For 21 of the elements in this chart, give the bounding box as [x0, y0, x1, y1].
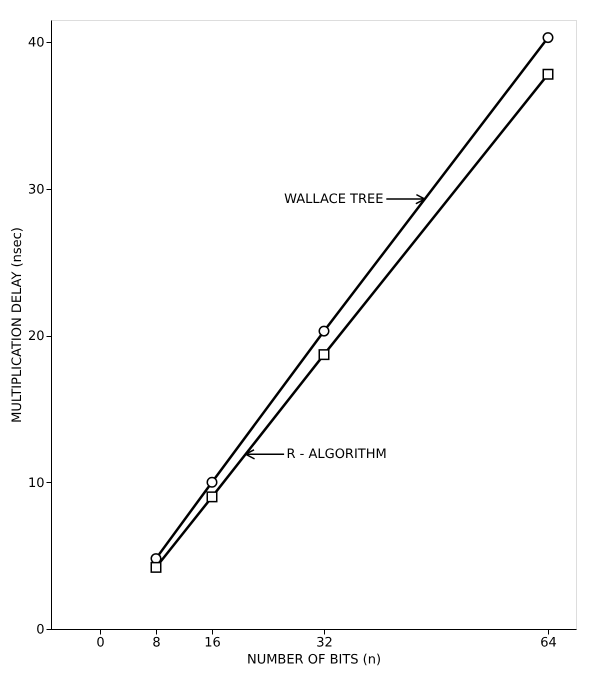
y-tick-label: 40: [28, 36, 44, 51]
x-tick-label: 64: [540, 636, 557, 650]
x-tick-label: 8: [152, 636, 161, 650]
point: [542, 68, 554, 80]
y-tick-label: 30: [28, 182, 44, 198]
y-tick-label: 20: [28, 329, 44, 344]
legend-label: R - ALGORITHM: [286, 447, 387, 462]
point: [318, 326, 330, 337]
point: [150, 562, 162, 573]
point: [206, 491, 218, 502]
y-axis-title: MULTIPLICATION DELAY (nsec): [10, 227, 25, 423]
text: WALLACE TREE: [284, 192, 384, 208]
y-tick-label: 10: [28, 476, 44, 491]
x-axis-title: NUMBER OF BITS (n): [246, 652, 382, 668]
x-tick-label: 0: [96, 636, 105, 650]
x-tick-label: 32: [316, 636, 333, 650]
point: [542, 32, 554, 44]
y-tick-label: 0: [36, 622, 44, 638]
point: [206, 476, 218, 488]
x-tick-label: 16: [204, 636, 221, 650]
point: [318, 349, 330, 360]
